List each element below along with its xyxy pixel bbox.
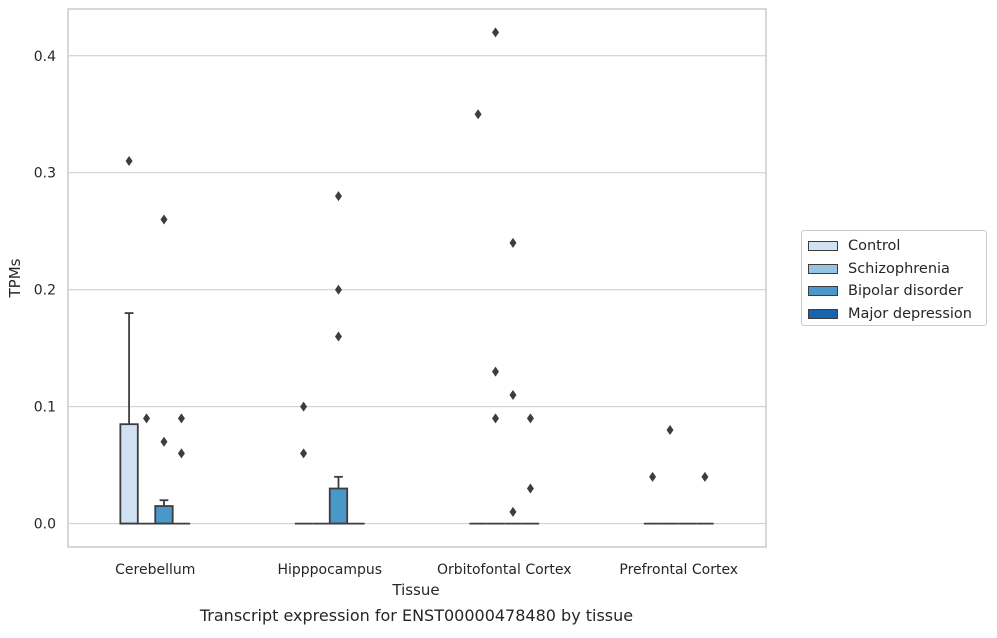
outlier-point xyxy=(509,389,517,400)
legend-item-control: Control xyxy=(808,235,980,258)
x-tick-label: Hipppocampus xyxy=(277,562,382,578)
outlier-point xyxy=(334,284,342,295)
box-body xyxy=(154,505,174,525)
y-tick-label: 0.2 xyxy=(34,283,56,299)
outlier-point xyxy=(509,506,517,517)
legend: Control Schizophrenia Bipolar disorder M… xyxy=(801,230,987,326)
outlier-point xyxy=(666,425,674,436)
outlier-point xyxy=(300,448,308,459)
outlier-point xyxy=(125,156,133,167)
x-axis-label: Tissue xyxy=(391,581,439,599)
legend-label-schizophrenia: Schizophrenia xyxy=(848,260,950,277)
legend-item-schizophrenia: Schizophrenia xyxy=(808,258,980,281)
legend-label-major-depression: Major depression xyxy=(848,305,972,322)
x-ticks: Cerebellum Hipppocampus Orbitofontal Corte… xyxy=(115,562,738,578)
legend-label-bipolar-disorder: Bipolar disorder xyxy=(848,283,963,300)
outlier-point xyxy=(300,401,308,412)
chart-caption: Transcript expression for ENST0000047848… xyxy=(199,606,634,625)
box-body xyxy=(119,423,139,525)
outlier-point xyxy=(160,436,168,447)
outlier-point xyxy=(492,27,500,38)
outlier-point xyxy=(509,237,517,248)
outlier-point xyxy=(526,483,534,494)
outlier-point xyxy=(492,366,500,377)
legend-label-control: Control xyxy=(848,238,901,255)
y-tick-label: 0.3 xyxy=(34,166,56,182)
outlier-point xyxy=(701,471,709,482)
legend-swatch-control xyxy=(808,241,838,252)
outlier-point xyxy=(526,413,534,424)
legend-item-bipolar-disorder: Bipolar disorder xyxy=(808,280,980,303)
boxes xyxy=(119,312,714,525)
y-ticks: 0.0 0.1 0.2 0.3 0.4 xyxy=(34,49,56,533)
y-tick-label: 0.0 xyxy=(34,517,56,533)
outliers xyxy=(125,27,709,517)
outlier-point xyxy=(143,413,151,424)
x-tick-label: Orbitofontal Cortex xyxy=(437,562,572,578)
outlier-point xyxy=(649,471,657,482)
outlier-point xyxy=(492,413,500,424)
box-body xyxy=(328,487,349,525)
y-tick-label: 0.4 xyxy=(34,49,56,65)
outlier-point xyxy=(334,331,342,342)
legend-swatch-major-depression xyxy=(808,308,838,319)
legend-swatch-bipolar-disorder xyxy=(808,286,838,297)
plot-frame xyxy=(67,8,767,548)
x-tick-label: Cerebellum xyxy=(115,562,195,578)
legend-swatch-schizophrenia xyxy=(808,263,838,274)
legend-item-major-depression: Major depression xyxy=(808,303,980,326)
box xyxy=(328,475,349,525)
outlier-point xyxy=(177,413,185,424)
box xyxy=(119,312,139,525)
x-tick-label: Prefrontal Cortex xyxy=(619,562,738,578)
box xyxy=(154,499,174,525)
gridlines xyxy=(68,55,766,525)
outlier-point xyxy=(474,109,482,120)
outlier-point xyxy=(334,191,342,202)
axes-frame xyxy=(67,8,767,548)
y-axis-label: TPMs xyxy=(6,258,24,298)
y-tick-label: 0.1 xyxy=(34,400,56,416)
outlier-point xyxy=(177,448,185,459)
outlier-point xyxy=(160,214,168,225)
